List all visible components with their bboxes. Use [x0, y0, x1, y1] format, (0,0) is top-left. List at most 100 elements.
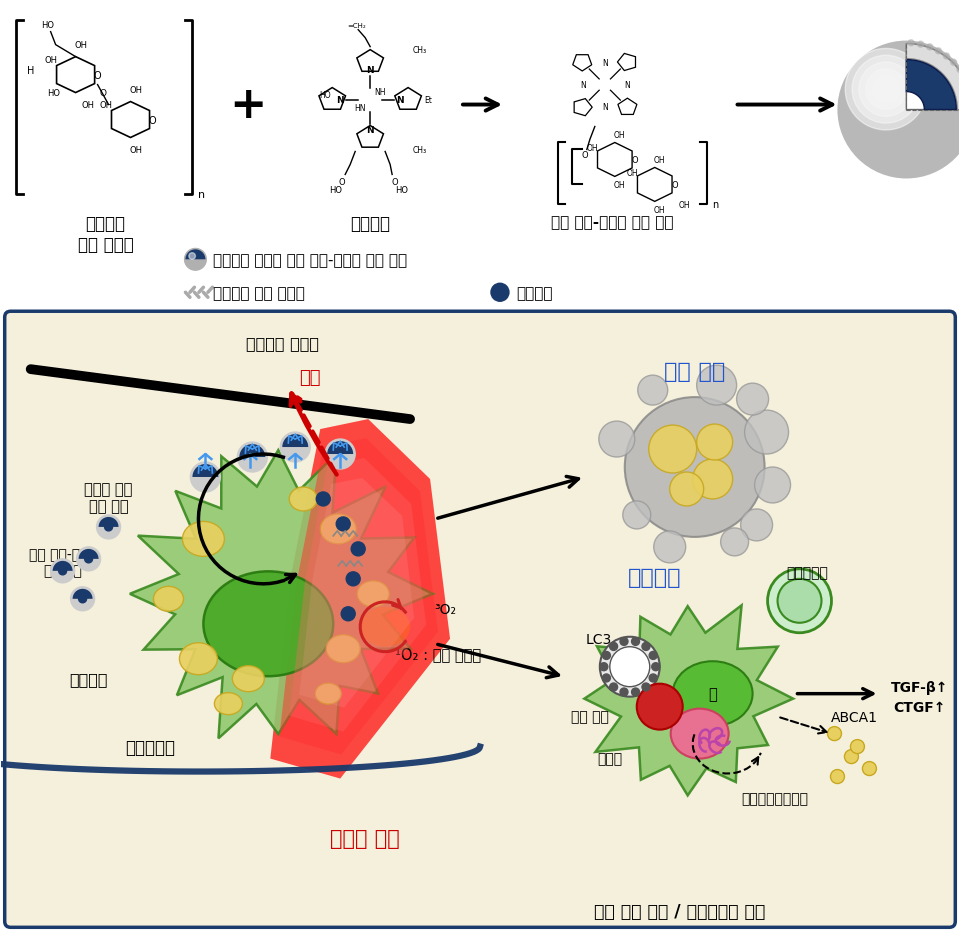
- Text: HN: HN: [354, 104, 366, 113]
- Polygon shape: [300, 478, 414, 708]
- Text: OH: OH: [654, 155, 665, 165]
- Text: OH: OH: [129, 146, 142, 154]
- Ellipse shape: [315, 683, 341, 705]
- Wedge shape: [906, 45, 960, 110]
- Circle shape: [84, 555, 92, 563]
- Text: ABCA1: ABCA1: [831, 709, 878, 724]
- Wedge shape: [53, 562, 73, 571]
- Text: 수용체 매개
내포 작용: 수용체 매개 내포 작용: [84, 481, 132, 514]
- Circle shape: [652, 663, 660, 671]
- Ellipse shape: [180, 643, 217, 675]
- Circle shape: [325, 440, 355, 470]
- Text: O: O: [339, 178, 346, 186]
- Ellipse shape: [154, 587, 183, 611]
- Circle shape: [935, 49, 942, 54]
- Text: OH: OH: [587, 144, 599, 153]
- Text: OH: OH: [129, 86, 142, 95]
- Text: 세포 자살: 세포 자살: [664, 361, 726, 382]
- Text: n: n: [711, 200, 718, 211]
- Text: N: N: [396, 96, 404, 105]
- Circle shape: [632, 637, 639, 646]
- Text: 표적 진단-광활성
융합 소재: 표적 진단-광활성 융합 소재: [29, 548, 97, 578]
- Ellipse shape: [673, 662, 753, 726]
- Circle shape: [189, 254, 196, 260]
- FancyArrowPatch shape: [292, 393, 337, 475]
- Text: OH: OH: [614, 181, 626, 190]
- Circle shape: [491, 284, 509, 302]
- Text: N: N: [602, 103, 608, 112]
- Circle shape: [950, 60, 957, 66]
- Ellipse shape: [214, 693, 242, 715]
- Text: O: O: [94, 70, 102, 80]
- Wedge shape: [282, 434, 308, 447]
- Wedge shape: [906, 45, 960, 110]
- Text: 리소좀: 리소좀: [597, 752, 622, 766]
- Ellipse shape: [357, 581, 389, 607]
- Circle shape: [838, 42, 960, 178]
- Text: 사멸 세포: 사멸 세포: [571, 709, 609, 724]
- Wedge shape: [185, 250, 205, 260]
- Ellipse shape: [671, 709, 729, 759]
- Circle shape: [944, 54, 949, 60]
- Ellipse shape: [232, 666, 264, 692]
- Circle shape: [351, 542, 365, 556]
- Text: HO: HO: [47, 89, 60, 98]
- Text: O: O: [149, 115, 156, 125]
- Circle shape: [347, 572, 360, 586]
- Circle shape: [957, 67, 960, 73]
- Circle shape: [77, 548, 101, 571]
- Circle shape: [71, 587, 95, 611]
- Circle shape: [654, 532, 685, 563]
- Wedge shape: [327, 442, 353, 455]
- Text: 대식세포
표적 전달체: 대식세포 표적 전달체: [78, 215, 133, 254]
- Text: 핵: 핵: [708, 686, 717, 701]
- Ellipse shape: [360, 607, 410, 647]
- Text: 사멸 세포 제거 / 콜레스테롤 제거: 사멸 세포 제거 / 콜레스테롤 제거: [594, 902, 765, 920]
- Circle shape: [602, 651, 611, 660]
- Circle shape: [184, 249, 206, 271]
- Ellipse shape: [321, 515, 356, 545]
- Text: 레이저 조사: 레이저 조사: [330, 828, 400, 849]
- Circle shape: [316, 492, 330, 506]
- Circle shape: [602, 674, 611, 682]
- Text: OH: OH: [74, 41, 87, 50]
- Circle shape: [740, 509, 773, 541]
- Circle shape: [341, 607, 355, 622]
- Ellipse shape: [204, 572, 333, 677]
- Text: N: N: [580, 81, 586, 90]
- Text: 대식세포: 대식세포: [69, 671, 108, 686]
- Circle shape: [721, 528, 749, 556]
- Text: O: O: [99, 89, 106, 98]
- Ellipse shape: [326, 635, 360, 663]
- Circle shape: [105, 523, 112, 532]
- Text: 자가소화포: 자가소화포: [786, 565, 828, 579]
- Text: 자가포식: 자가포식: [628, 567, 682, 587]
- Wedge shape: [239, 445, 265, 458]
- Wedge shape: [99, 518, 118, 527]
- Circle shape: [642, 643, 650, 651]
- Circle shape: [51, 560, 75, 583]
- Circle shape: [610, 683, 617, 692]
- Text: N: N: [602, 59, 608, 68]
- Text: 표적 진단-광활성 융합 소재: 표적 진단-광활성 융합 소재: [550, 215, 673, 230]
- Circle shape: [926, 45, 933, 51]
- Circle shape: [623, 502, 651, 530]
- Text: H: H: [27, 66, 35, 76]
- Circle shape: [336, 518, 350, 532]
- Text: OH: OH: [99, 101, 112, 110]
- Text: N: N: [367, 66, 374, 75]
- Circle shape: [693, 460, 732, 500]
- Circle shape: [918, 42, 924, 48]
- Text: CH₃: CH₃: [413, 46, 427, 55]
- Text: 광활성체: 광활성체: [516, 285, 552, 300]
- Text: N: N: [624, 81, 630, 90]
- Text: 형광: 형광: [300, 369, 321, 387]
- Circle shape: [697, 366, 736, 405]
- Circle shape: [852, 56, 920, 124]
- Circle shape: [600, 663, 608, 671]
- Ellipse shape: [289, 488, 317, 511]
- Text: OH: OH: [81, 101, 94, 110]
- Text: O: O: [582, 151, 588, 160]
- Text: OH: OH: [654, 206, 665, 214]
- Text: ³O₂: ³O₂: [434, 602, 456, 616]
